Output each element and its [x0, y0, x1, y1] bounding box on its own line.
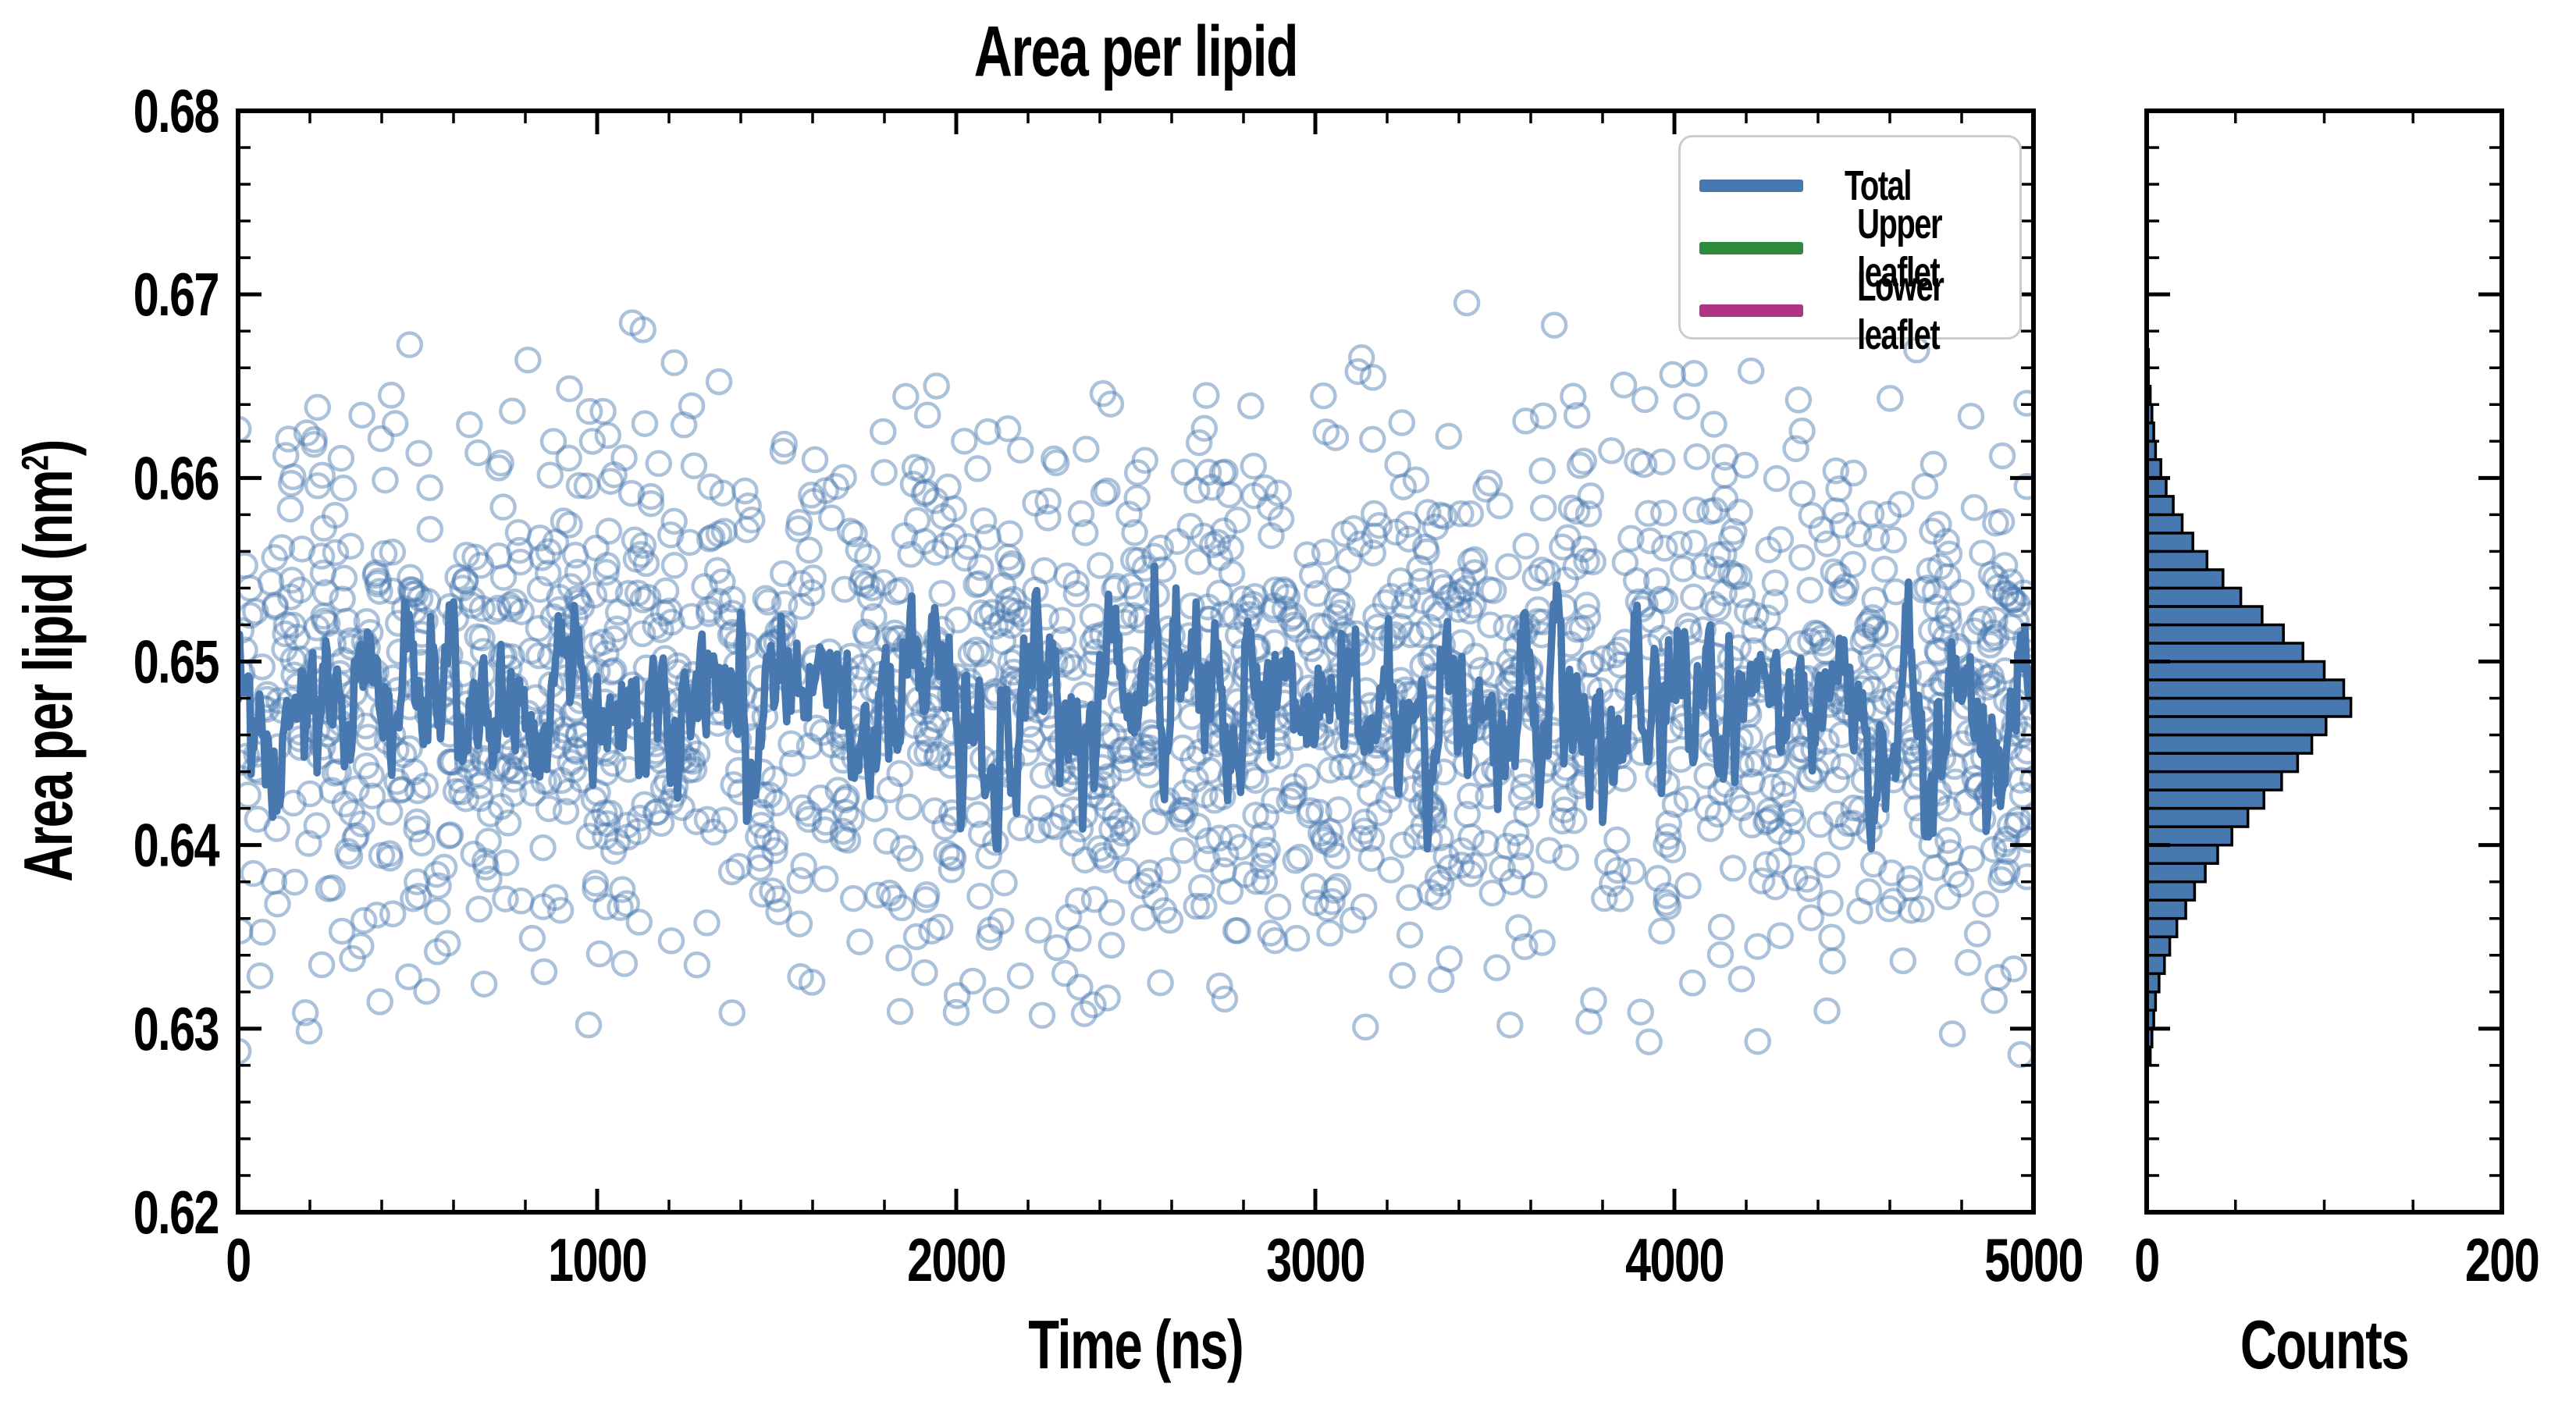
legend: Total Upper leaflet Lower leaflet	[1678, 135, 2022, 358]
legend-item-upper-leaflet: Upper leaflet	[1699, 201, 2019, 296]
svg-text:0.62: 0.62	[133, 1178, 219, 1247]
svg-text:0.67: 0.67	[133, 260, 219, 329]
svg-text:0.68: 0.68	[133, 76, 219, 145]
hist-axes: 0 200	[2134, 108, 2540, 1294]
svg-text:0.65: 0.65	[133, 628, 219, 696]
legend-swatch-total	[1699, 180, 1803, 192]
scatter-points	[238, 289, 2033, 1069]
legend-item-total: Total	[1699, 155, 2019, 217]
svg-text:2000: 2000	[907, 1225, 1005, 1294]
chart-title-text: Area per lipid	[973, 12, 1299, 91]
x-axis-label: Time (ns)	[238, 1305, 2033, 1385]
svg-text:0.64: 0.64	[133, 811, 220, 880]
svg-text:200: 200	[2465, 1225, 2539, 1294]
svg-text:0.63: 0.63	[133, 994, 219, 1063]
legend-label-lower-leaflet: Lower leaflet	[1857, 263, 1944, 358]
svg-text:5000: 5000	[1984, 1225, 2083, 1294]
y-axis-label-superscript: 2	[14, 456, 57, 471]
counts-axis-label: Counts	[2147, 1305, 2502, 1385]
y-axis-label-text: Area per lipid (nm	[9, 470, 87, 882]
svg-text:0: 0	[226, 1225, 250, 1294]
legend-swatch-upper-leaflet	[1699, 242, 1803, 254]
histogram-bars	[2145, 347, 2353, 1067]
svg-text:0: 0	[2134, 1225, 2158, 1294]
svg-text:0.66: 0.66	[133, 443, 219, 512]
svg-text:1000: 1000	[548, 1225, 646, 1294]
legend-label-upper-leaflet: Upper leaflet	[1857, 201, 1943, 296]
total-line	[238, 562, 2033, 853]
chart-title: Area per lipid	[238, 11, 2033, 93]
legend-swatch-lower-leaflet	[1699, 304, 1803, 317]
main-axes: 0.62 0.63 0.64 0.65 0.66 0.67 0.68 0 1000 2000 300…	[133, 76, 2084, 1294]
svg-text:4000: 4000	[1625, 1225, 1724, 1294]
x-axis-label-text: Time (ns)	[1028, 1306, 1244, 1383]
legend-item-lower-leaflet: Lower leaflet	[1699, 263, 2019, 358]
y-axis-label: Area per lipid (nm2)	[9, 440, 88, 882]
counts-axis-label-text: Counts	[2240, 1306, 2410, 1383]
legend-label-total: Total	[1844, 162, 1912, 209]
svg-text:3000: 3000	[1266, 1225, 1364, 1294]
y-axis-label-close: )	[9, 440, 87, 457]
